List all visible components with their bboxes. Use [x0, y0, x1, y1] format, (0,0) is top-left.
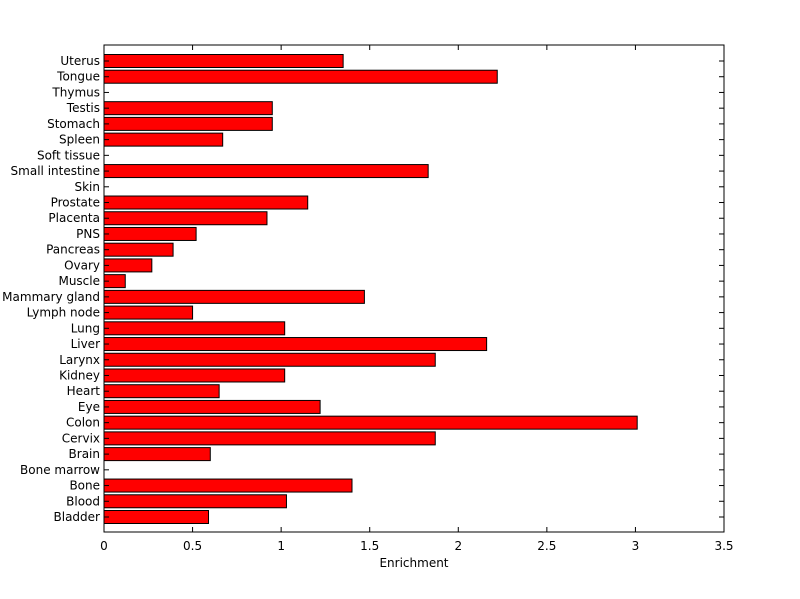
y-tick-label: Blood — [66, 494, 100, 508]
y-tick-label: Lung — [71, 321, 100, 335]
y-tick-label: Larynx — [59, 353, 100, 367]
bar-mammary-gland — [103, 289, 365, 304]
y-tick-label: Bone marrow — [20, 463, 100, 477]
y-tick-label: Thymus — [51, 85, 100, 99]
bar-bladder — [103, 510, 210, 524]
y-tick-label: Pancreas — [46, 243, 100, 257]
y-tick-label: Tongue — [56, 70, 100, 84]
bar-tongue — [103, 69, 498, 84]
bar-prostate — [103, 195, 309, 210]
y-tick-label: Skin — [74, 180, 100, 194]
y-tick-label: Eye — [78, 400, 100, 414]
bar-ovary — [103, 258, 153, 273]
y-tick-label: Prostate — [51, 196, 100, 210]
y-tick-label: Ovary — [64, 258, 100, 272]
x-axis-label: Enrichment — [379, 556, 448, 570]
x-tick-label: 0 — [100, 539, 108, 553]
y-tick-label: Colon — [66, 416, 100, 430]
bar-stomach — [103, 116, 273, 131]
bar-colon — [103, 415, 638, 430]
y-tick-label: Bone — [69, 479, 100, 493]
bar-lymph-node — [103, 305, 194, 320]
bar-eye — [103, 399, 321, 414]
y-tick-label: Muscle — [58, 274, 100, 288]
bar-lung — [103, 321, 286, 336]
bar-liver — [103, 337, 488, 352]
bars-group — [103, 54, 638, 524]
bar-small-intestine — [103, 164, 429, 179]
bar-bone — [103, 478, 353, 493]
x-tick-label: 2 — [454, 539, 462, 553]
bar-testis — [103, 101, 273, 116]
bar-larynx — [103, 352, 436, 367]
x-tick-label: 3.5 — [714, 539, 733, 553]
bar-brain — [103, 447, 211, 462]
x-tick-label: 3 — [632, 539, 640, 553]
y-tick-label: Kidney — [59, 368, 100, 382]
bar-heart — [103, 384, 220, 399]
y-tick-label: Stomach — [47, 117, 100, 131]
y-tick-label: Lymph node — [27, 306, 100, 320]
bar-pancreas — [103, 242, 174, 257]
y-tick-label: Liver — [71, 337, 101, 351]
y-tick-label: Uterus — [60, 54, 100, 68]
y-tick-label: Soft tissue — [37, 148, 100, 162]
y-tick-label: Mammary gland — [2, 290, 100, 304]
bar-pns — [103, 226, 197, 241]
bar-placenta — [103, 211, 268, 226]
x-axis-ticks: 0 0.5 1 1.5 2 2.5 3 3.5 — [100, 45, 734, 553]
y-tick-label: PNS — [76, 227, 100, 241]
x-tick-label: 1.5 — [360, 539, 379, 553]
y-tick-label: Brain — [69, 447, 100, 461]
x-tick-label: 1 — [277, 539, 285, 553]
y-tick-label: Heart — [67, 384, 101, 398]
x-tick-label: 0.5 — [183, 539, 202, 553]
y-tick-label: Spleen — [59, 133, 100, 147]
y-tick-label: Small intestine — [11, 164, 100, 178]
bar-cervix — [103, 431, 436, 446]
bar-spleen — [103, 132, 224, 147]
bar-kidney — [103, 368, 286, 383]
y-tick-label: Placenta — [48, 211, 100, 225]
bar-blood — [103, 494, 287, 509]
y-tick-label: Cervix — [62, 431, 100, 445]
y-tick-label: Bladder — [54, 510, 101, 524]
y-tick-label: Testis — [66, 101, 100, 115]
x-tick-label: 2.5 — [537, 539, 556, 553]
bar-uterus — [103, 54, 344, 68]
